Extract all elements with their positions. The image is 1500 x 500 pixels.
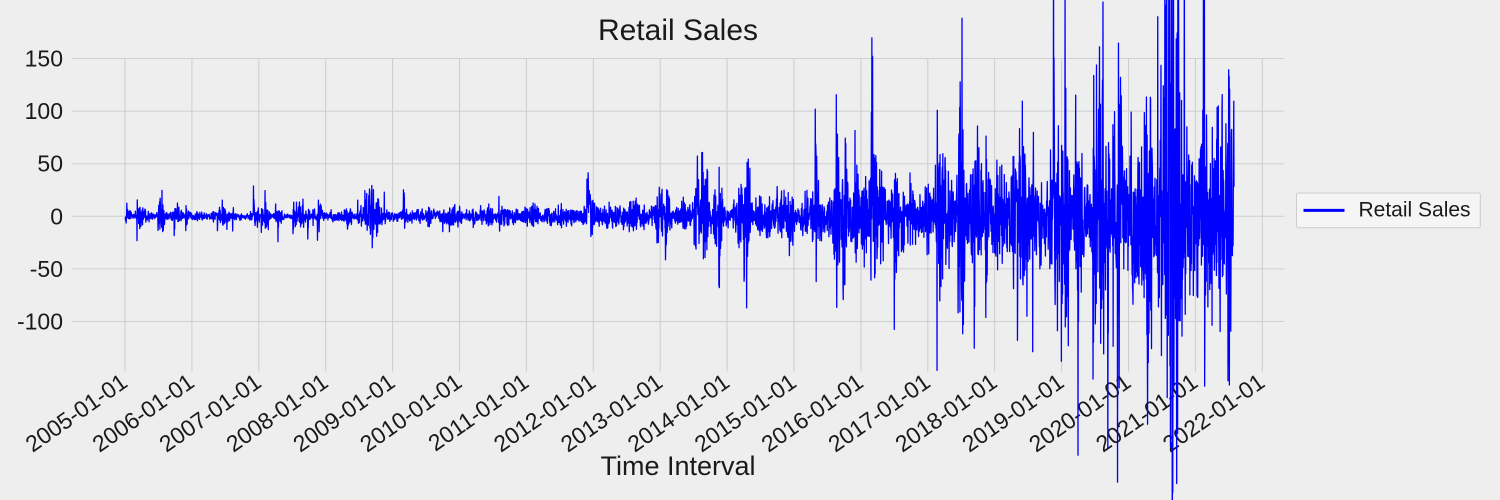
svg-text:50: 50 bbox=[37, 151, 63, 177]
svg-text:Retail Sales: Retail Sales bbox=[1359, 198, 1471, 221]
svg-text:-100: -100 bbox=[17, 309, 63, 335]
svg-text:150: 150 bbox=[25, 46, 63, 72]
svg-text:-50: -50 bbox=[30, 256, 63, 282]
svg-text:100: 100 bbox=[25, 98, 63, 124]
svg-text:0: 0 bbox=[50, 203, 63, 229]
